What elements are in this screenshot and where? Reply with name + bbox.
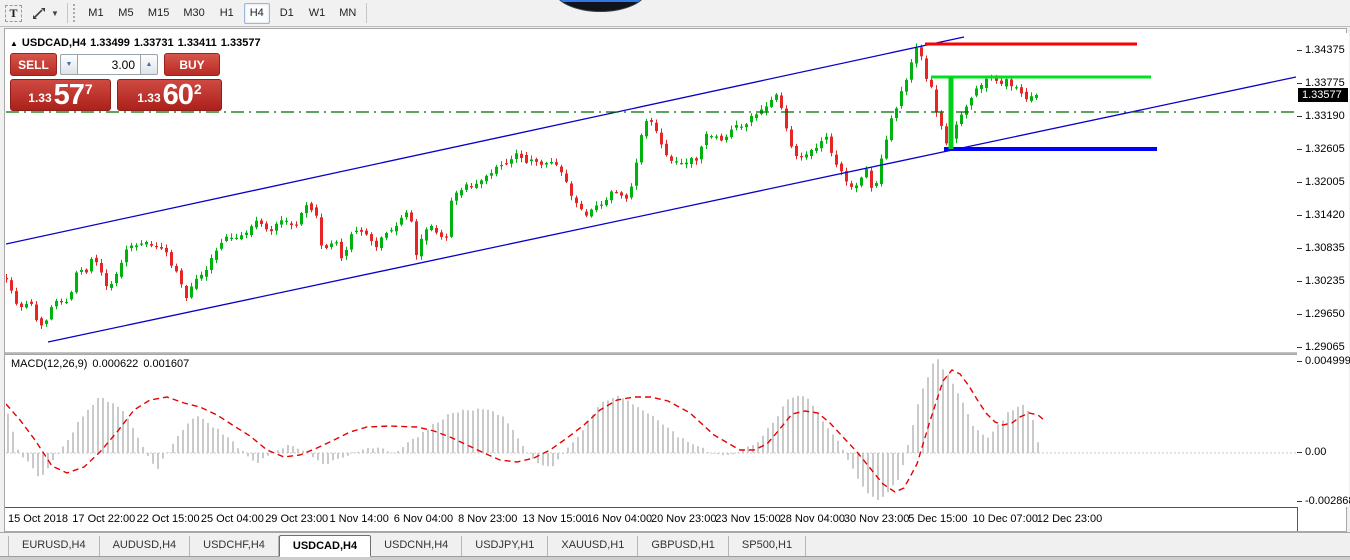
macd-axis-tick: 0.004999 [1297,355,1350,367]
date-axis-label: 10 Dec 07:00 [972,513,1038,525]
macd-indicator-label: MACD(12,26,9) 0.000622 0.001607 [11,358,194,370]
collapse-panel-arrow-icon[interactable]: ▲ [10,39,18,48]
sell-price-pip: 7 [84,81,93,97]
one-click-trading-panel: SELL ▼ 3.00 ▲ BUY 1.33 57 7 1.33 60 2 [10,53,222,111]
volume-input[interactable]: 3.00 [77,54,141,75]
macd-name: MACD(12,26,9) [11,358,88,370]
date-axis-label: 16 Nov 04:00 [586,513,653,525]
trend-channel-upper[interactable] [6,36,965,245]
date-axis-label: 17 Oct 22:00 [72,513,136,525]
dropdown-caret-icon: ▼ [51,8,59,18]
date-axis-label: 12 Dec 23:00 [1036,513,1103,525]
timeframe-button-mn[interactable]: MN [339,6,357,19]
macd-axis-tick: -0.002868 [1297,495,1350,507]
date-axis-label: 6 Nov 04:00 [393,513,454,525]
macd-signal-line [6,369,1045,493]
price-axis-tick: 1.31420 [1297,209,1345,221]
chart-tab-usdchf-h4[interactable]: USDCHF,H4 [190,536,279,556]
buy-price-pip: 2 [193,81,202,97]
date-axis-label: 23 Nov 15:00 [715,513,781,525]
buy-price-prefix: 1.33 [137,91,161,105]
trend-channel-lower[interactable] [47,76,1297,343]
chart-tab-xauusd-h1[interactable]: XAUUSD,H1 [548,536,639,556]
chart-tab-usdcnh-h4[interactable]: USDCNH,H4 [371,536,463,556]
pane-splitter[interactable] [5,352,1347,355]
sell-quote-box[interactable]: 1.33 57 7 [10,79,111,111]
sell-price-prefix: 1.33 [28,91,52,105]
cursor-arrows-tool-button[interactable]: ▼ [29,3,62,24]
date-axis-label: 5 Dec 15:00 [908,513,968,525]
symbol-period-label: USDCAD,H4 [21,37,87,49]
diagonal-arrows-icon [33,8,45,19]
buy-quote-box[interactable]: 1.33 60 2 [117,79,222,111]
chart-tab-eurusd-h4[interactable]: EURUSD,H4 [8,536,100,556]
low-value: 1.33411 [177,37,217,49]
toolbar-separator [66,3,68,23]
price-axis-tick: 1.33775 [1297,77,1345,89]
price-axis-tick: 1.34375 [1297,44,1345,56]
text-tool-icon: T [5,4,22,22]
price-axis-tick: 1.33190 [1297,110,1345,122]
chart-tab-sp500-h1[interactable]: SP500,H1 [729,536,807,556]
buy-price-big: 60 [162,79,194,111]
macd-pane-border [5,507,1298,508]
sell-price-big: 57 [53,79,85,111]
chart-tab-gbpusd-h1[interactable]: GBPUSD,H1 [638,536,729,556]
price-axis-tick: 1.30235 [1297,275,1345,287]
timeframe-button-h4[interactable]: H4 [243,2,270,24]
sell-button[interactable]: SELL [10,53,57,76]
volume-decrease-button[interactable]: ▼ [60,54,77,75]
chart-ohlc-title: ▲ USDCAD,H4 1.33499 1.33731 1.33411 1.33577 [10,37,265,49]
date-axis-label: 25 Oct 04:00 [200,513,264,525]
toolbar-separator-end [366,3,368,23]
toolbar-grip[interactable] [72,4,77,22]
date-axis-label: 22 Oct 15:00 [136,513,200,525]
timeframe-button-m1[interactable]: M1 [88,6,104,19]
chart-tab-audusd-h4[interactable]: AUDUSD,H4 [100,536,191,556]
price-axis-tick: 1.32605 [1297,143,1345,155]
date-axis-label: 30 Nov 23:00 [843,513,910,525]
price-axis-tick: 1.29065 [1297,341,1345,353]
date-axis-label: 15 Oct 2018 [8,513,68,525]
price-axis[interactable]: 1.34375 1.33775 1.33190 1.32605 1.32005 1.314… [1296,33,1350,507]
timeframe-button-m5[interactable]: M5 [118,6,134,19]
chart-tab-usdjpy-h1[interactable]: USDJPY,H1 [462,536,549,556]
chart-tab-bar: EURUSD,H4 AUDUSD,H4 USDCHF,H4 USDCAD,H4 USDC… [0,532,1350,557]
buy-button[interactable]: BUY [164,53,220,76]
macd-value-main: 0.000622 [92,358,139,370]
close-value: 1.33577 [220,37,261,49]
macd-value-signal: 0.001607 [143,358,190,370]
date-axis-label: 28 Nov 04:00 [779,513,846,525]
date-axis-label: 1 Nov 14:00 [329,513,389,525]
date-axis[interactable]: 15 Oct 2018 17 Oct 22:00 22 Oct 15:00 25 Oc… [6,509,1297,531]
macd-axis-tick: 0.00 [1296,446,1327,458]
open-value: 1.33499 [90,37,130,49]
timeframe-button-w1[interactable]: W1 [308,6,326,19]
chart-tab-usdcad-h4[interactable]: USDCAD,H4 [278,535,372,557]
text-label-tool-button[interactable]: T [2,3,25,24]
date-axis-label: 29 Oct 23:00 [265,513,329,525]
timeframe-button-d1[interactable]: D1 [279,6,294,19]
date-axis-label: 20 Nov 23:00 [651,513,717,525]
timeframe-button-m15[interactable]: M15 [147,6,170,19]
top-toolbar: T ▼ M1 M5 M15 M30 H1 H4 D1 W1 MN [0,0,1350,27]
price-axis-tick: 1.32005 [1297,176,1345,188]
window-bottom-edge [0,556,1350,560]
timeframe-button-m30[interactable]: M30 [183,6,205,19]
high-value: 1.33731 [133,37,174,49]
price-chart-canvas[interactable] [6,33,1297,353]
timeframe-button-h1[interactable]: H1 [219,6,234,19]
current-price-badge: 1.33577 [1298,88,1348,102]
timeframe-group: M1 M5 M15 M30 H1 H4 D1 W1 MN [81,2,363,24]
volume-increase-button[interactable]: ▲ [141,54,158,75]
price-axis-tick: 1.30835 [1297,242,1345,254]
date-axis-label: 13 Nov 15:00 [522,513,588,525]
macd-indicator-canvas[interactable] [6,355,1297,507]
date-axis-label: 8 Nov 23:00 [458,513,518,525]
price-axis-tick: 1.29650 [1297,308,1345,320]
